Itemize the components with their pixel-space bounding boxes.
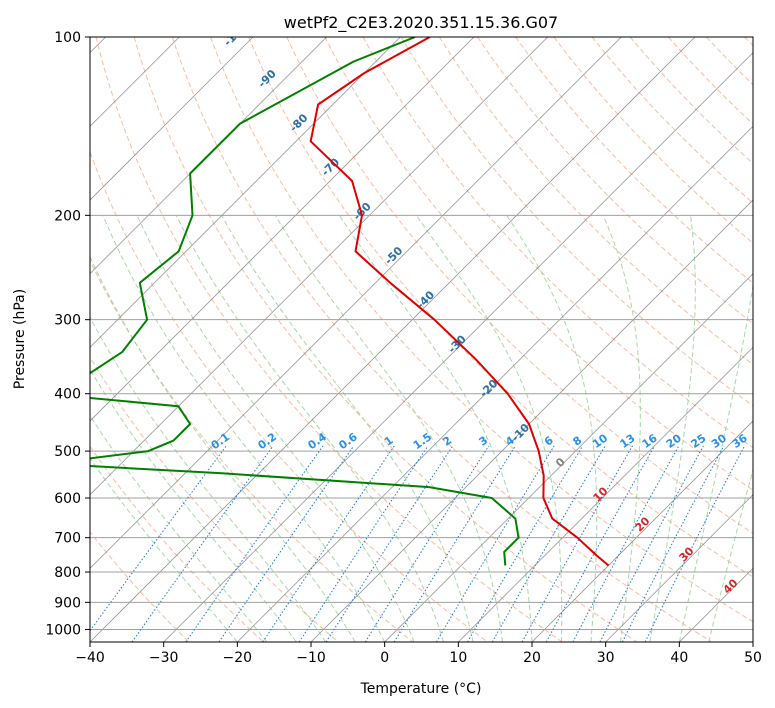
mixing-ratio-line — [131, 445, 274, 642]
mixing-ratio-line — [545, 445, 656, 642]
plot-frame — [89, 36, 754, 643]
isotherm — [384, 273, 753, 642]
dry-adiabat — [629, 37, 753, 165]
dry-adiabat — [553, 37, 753, 244]
mixing-ratio-line — [218, 445, 355, 642]
dry-adiabat-label: -100 — [221, 20, 250, 49]
mixing-ratio-line — [467, 445, 584, 642]
moist-adiabat — [90, 368, 297, 642]
mixing-ratio-line — [262, 445, 395, 642]
dry-adiabat — [210, 37, 753, 623]
moist-adiabat — [678, 282, 753, 642]
isotherm — [90, 37, 548, 496]
y-tick-label: 400 — [54, 387, 81, 403]
dry-adiabat — [90, 356, 339, 642]
mixing-ratio-line — [435, 445, 555, 642]
x-tick-label: 50 — [744, 650, 762, 666]
chart-title: wetPf2_C2E3.2020.351.15.36.G07 — [284, 13, 558, 33]
dry-adiabat — [324, 37, 753, 491]
mixing-ratio-line — [644, 445, 746, 642]
x-tick-label: 10 — [449, 650, 467, 666]
moist-adiabat — [90, 316, 327, 642]
moist-adiabat — [602, 215, 641, 642]
y-tick-label: 600 — [54, 491, 81, 507]
x-tick-label: −10 — [296, 650, 326, 666]
dry-adiabat — [438, 37, 753, 366]
moist-adiabat — [274, 215, 503, 642]
moist-adiabat — [90, 414, 268, 642]
mixing-ratio-line — [298, 445, 429, 642]
moist-adiabat — [102, 215, 386, 642]
moist-adiabat — [90, 255, 356, 642]
mixing-ratio-line — [572, 445, 680, 642]
dry-adiabat — [90, 259, 414, 642]
moist-adiabat — [338, 215, 533, 642]
dewpoint-line — [90, 37, 520, 566]
isotherm — [531, 420, 753, 642]
mixing-ratio-line — [491, 445, 606, 642]
y-tick-label: 700 — [54, 531, 81, 547]
moist-adiabat — [649, 215, 696, 642]
dry-adiabat — [95, 37, 563, 642]
x-axis-label: Temperature (°C) — [360, 681, 482, 697]
x-tick-label: 0 — [380, 650, 389, 666]
temperature-line — [309, 37, 610, 567]
y-tick-label: 900 — [54, 595, 81, 611]
x-tick-label: 30 — [597, 650, 615, 666]
y-tick-label: 100 — [54, 30, 81, 46]
moist-adiabat — [90, 457, 238, 642]
dry-adiabat — [400, 37, 753, 407]
mixing-ratio-line — [521, 445, 633, 642]
dry-adiabat — [133, 37, 638, 642]
x-tick-label: 20 — [523, 650, 541, 666]
dry-adiabat — [171, 37, 712, 642]
moist-adiabat — [708, 467, 753, 642]
isotherm — [163, 52, 753, 642]
x-tick-label: 40 — [670, 650, 688, 666]
isotherm — [90, 37, 475, 422]
x-tick-label: −20 — [223, 650, 253, 666]
mixing-ratio-line — [364, 445, 490, 642]
moist-adiabat — [506, 215, 598, 642]
mixing-ratio-line — [185, 445, 324, 642]
y-tick-label: 1000 — [45, 622, 81, 638]
x-tick-label: −30 — [149, 650, 179, 666]
isotherm — [310, 199, 753, 642]
axes: −40 −30 −20 −10 0 10 20 30 40 50 100 200 300 400 500 60… — [45, 30, 762, 666]
moist-adiabat — [136, 215, 415, 642]
y-tick-label: 800 — [54, 565, 81, 581]
isotherm — [90, 37, 622, 569]
isotherm — [237, 125, 753, 642]
isotherm — [90, 37, 254, 201]
y-tick-label: 300 — [54, 313, 81, 329]
mixing-ratio-line — [325, 445, 454, 642]
isotherm — [90, 37, 696, 642]
isotherm — [90, 37, 401, 348]
moist-adiabat — [415, 215, 563, 642]
y-axis-label: Pressure (hPa) — [12, 289, 28, 389]
moist-adiabat — [175, 215, 445, 642]
mixing-ratio-line — [90, 445, 227, 632]
y-tick-label: 200 — [54, 208, 81, 224]
isotherm — [605, 494, 753, 642]
mixing-ratio-line — [393, 445, 516, 642]
dry-adiabat — [515, 37, 753, 284]
y-tick-label: 500 — [54, 444, 81, 460]
dry-adiabat — [90, 445, 264, 642]
x-tick-label: −40 — [75, 650, 105, 666]
dry-adiabat — [248, 37, 753, 578]
dry-adiabat — [286, 37, 753, 534]
isotherm — [458, 346, 753, 642]
